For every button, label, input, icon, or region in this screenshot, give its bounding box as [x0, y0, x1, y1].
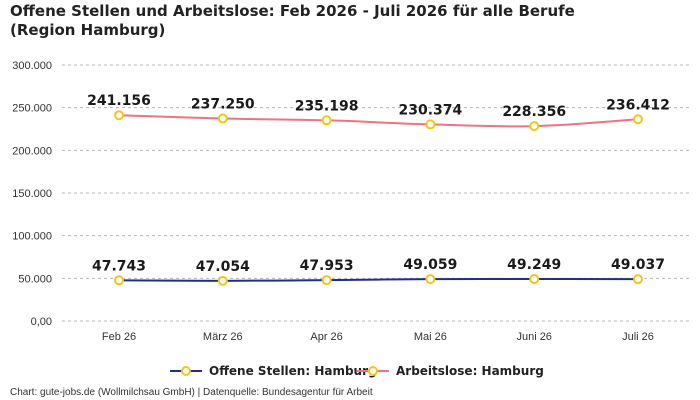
x-axis-ticks: Feb 26 März 26 Apr 26 Mai 26 Juni 26 Juli 26 [102, 331, 654, 343]
data-point [425, 119, 436, 130]
data-label: 228.356 [502, 104, 566, 120]
x-tick-label: Mai 26 [414, 331, 447, 343]
data-label: 235.198 [295, 98, 359, 114]
series-lines [118, 114, 639, 282]
legend-label: Offene Stellen: Hamburg [209, 364, 377, 378]
x-tick-label: März 26 [203, 331, 243, 343]
legend-item: Offene Stellen: Hamburg [170, 364, 377, 378]
y-tick-label: 300.000 [12, 60, 52, 72]
y-tick-label: 100.000 [12, 231, 52, 243]
data-point [321, 115, 332, 126]
data-points [114, 110, 643, 286]
legend-marker [181, 366, 191, 376]
x-tick-label: Apr 26 [310, 331, 342, 343]
legend: Offene Stellen: Hamburg Arbeitslose: Hamb… [170, 364, 544, 378]
data-point [217, 275, 228, 286]
legend-label: Arbeitslose: Hamburg [396, 364, 544, 378]
data-point [321, 275, 332, 286]
data-point [529, 121, 540, 132]
data-label: 49.249 [507, 257, 561, 273]
x-tick-label: Juli 26 [622, 331, 654, 343]
data-point [633, 114, 643, 125]
data-label: 236.412 [606, 97, 670, 113]
data-point [425, 274, 436, 285]
grid-lines [62, 64, 690, 322]
y-tick-label: 0,00 [31, 316, 52, 328]
series-line [118, 114, 639, 128]
x-tick-label: Feb 26 [102, 331, 136, 343]
data-point [633, 274, 643, 285]
legend-item: Arbeitslose: Hamburg [357, 364, 544, 378]
chart-title: Offene Stellen und Arbeitslose: Feb 2026… [10, 2, 575, 39]
data-label: 241.156 [87, 93, 151, 109]
data-label: 47.054 [196, 259, 250, 275]
data-label: 47.743 [92, 258, 146, 274]
data-point [217, 113, 228, 124]
data-labels: 47.743 47.054 47.953 49.059 49.249 49.037 241.… [87, 93, 670, 275]
data-point [114, 275, 124, 286]
y-tick-label: 250.000 [12, 103, 52, 115]
legend-marker [368, 366, 378, 376]
x-tick-label: Juni 26 [516, 331, 551, 343]
data-point [529, 273, 540, 284]
data-label: 230.374 [399, 102, 463, 118]
y-tick-label: 200.000 [12, 145, 52, 157]
data-point [114, 110, 124, 121]
y-tick-label: 150.000 [12, 188, 52, 200]
source-note: Chart: gute-jobs.de (Wollmilchsau GmbH) … [10, 387, 373, 398]
y-axis-ticks: 0,00 50.000 100.000 150.000 200.000 250.000 30… [12, 60, 52, 328]
data-label: 49.059 [403, 257, 457, 273]
data-label: 47.953 [300, 258, 354, 274]
data-label: 237.250 [191, 97, 255, 113]
series-line [118, 277, 639, 282]
data-label: 49.037 [611, 257, 665, 273]
y-tick-label: 50.000 [18, 273, 52, 285]
